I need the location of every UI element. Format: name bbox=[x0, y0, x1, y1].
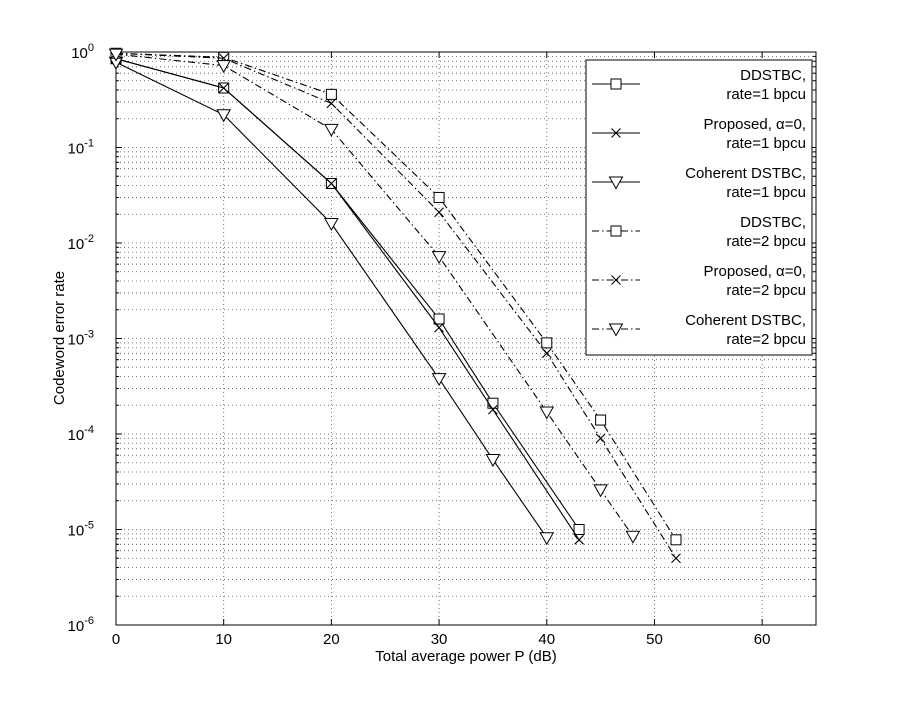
data-point bbox=[108, 48, 124, 62]
data-point bbox=[434, 322, 444, 333]
legend-entry-6: Coherent DSTBC, rate=2 bpcu bbox=[592, 312, 806, 348]
legend-label: rate=1 bpcu bbox=[726, 86, 806, 103]
legend-entry-3: Coherent DSTBC, rate=1 bpcu bbox=[592, 165, 806, 201]
legend-entry-1: DDSTBC, rate=1 bpcu bbox=[592, 67, 806, 103]
y-tick-label: 10-5 bbox=[68, 520, 94, 540]
data-point bbox=[671, 553, 681, 564]
legend-label: DDSTBC, bbox=[740, 67, 806, 84]
data-point bbox=[573, 524, 585, 535]
y-tick-label: 10-4 bbox=[68, 424, 94, 444]
y-tick-exponent: 0 bbox=[88, 42, 94, 54]
y-tick-base: 10 bbox=[68, 618, 85, 635]
x-axis-label: Total average power P (dB) bbox=[375, 648, 557, 665]
y-tick-exponent: -5 bbox=[84, 520, 94, 532]
data-point bbox=[218, 83, 229, 93]
legend-marker bbox=[611, 275, 621, 285]
y-tick-base: 10 bbox=[68, 332, 85, 349]
x-tick-label: 30 bbox=[431, 631, 448, 648]
series-2 bbox=[111, 53, 584, 545]
series-6 bbox=[108, 48, 641, 544]
y-tick-exponent: -1 bbox=[84, 138, 94, 150]
y-tick-base: 10 bbox=[68, 523, 85, 540]
y-tick-exponent: -3 bbox=[84, 329, 94, 341]
series-3 bbox=[108, 56, 555, 546]
legend-marker bbox=[608, 176, 624, 190]
data-point bbox=[539, 406, 555, 420]
legend-label: rate=2 bpcu bbox=[726, 233, 806, 250]
data-point bbox=[325, 88, 337, 100]
y-tick-exponent: -6 bbox=[84, 615, 94, 627]
x-tick-label: 20 bbox=[323, 631, 340, 648]
data-point bbox=[487, 397, 499, 409]
series-line bbox=[115, 61, 548, 539]
data-point bbox=[324, 218, 339, 232]
legend: DDSTBC, rate=1 bpcu Proposed, α=0, rate=1 b… bbox=[585, 59, 813, 356]
data-point bbox=[433, 191, 445, 203]
legend-label: rate=2 bpcu bbox=[726, 331, 806, 348]
y-tick-exponent: -4 bbox=[84, 424, 94, 436]
y-tick-base: 10 bbox=[68, 427, 85, 444]
y-tick-label: 10-1 bbox=[68, 138, 94, 158]
legend-entry-4: DDSTBC, rate=2 bpcu bbox=[592, 214, 806, 250]
y-tick-base: 10 bbox=[68, 236, 85, 253]
data-point bbox=[595, 433, 606, 444]
data-point bbox=[593, 484, 608, 498]
x-tick-label: 0 bbox=[112, 631, 120, 648]
data-point bbox=[324, 123, 339, 137]
data-point bbox=[539, 532, 555, 546]
legend-label: DDSTBC, bbox=[740, 214, 806, 231]
data-point bbox=[595, 414, 607, 426]
y-tick-label: 10-2 bbox=[68, 233, 94, 253]
legend-label: Proposed, α=0, bbox=[704, 263, 807, 280]
y-tick-label: 100 bbox=[71, 42, 94, 62]
x-tick-label: 60 bbox=[754, 631, 771, 648]
grid bbox=[116, 52, 816, 625]
legend-entry-2: Proposed, α=0, rate=1 bpcu bbox=[592, 116, 806, 152]
data-point bbox=[434, 207, 444, 218]
y-tick-base: 10 bbox=[71, 45, 88, 62]
legend-entry-5: Proposed, α=0, rate=2 bpcu bbox=[592, 263, 806, 299]
data-point bbox=[574, 534, 584, 545]
data-point bbox=[541, 337, 553, 349]
legend-marker bbox=[608, 323, 624, 337]
data-point bbox=[433, 313, 445, 325]
x-tick-label: 10 bbox=[215, 631, 232, 648]
y-tick-label: 10-3 bbox=[68, 329, 94, 349]
x-tick-label: 50 bbox=[646, 631, 663, 648]
data-point bbox=[670, 534, 682, 546]
y-tick-exponent: -2 bbox=[84, 233, 94, 245]
data-point bbox=[431, 251, 447, 265]
legend-marker bbox=[610, 78, 622, 90]
legend-box bbox=[585, 59, 813, 356]
legend-marker bbox=[610, 225, 622, 237]
y-tick-label: 10-6 bbox=[68, 615, 94, 635]
series bbox=[108, 47, 682, 564]
y-tick-base: 10 bbox=[68, 141, 85, 158]
x-tick-label: 40 bbox=[538, 631, 555, 648]
data-point bbox=[488, 404, 498, 415]
data-point bbox=[485, 454, 501, 468]
legend-label: rate=1 bpcu bbox=[726, 184, 806, 201]
legend-label: rate=1 bpcu bbox=[726, 135, 806, 152]
legend-label: rate=2 bpcu bbox=[726, 282, 806, 299]
legend-marker bbox=[611, 128, 621, 138]
legend-label: Coherent DSTBC, bbox=[685, 165, 806, 182]
y-axis-label: Codeword error rate bbox=[51, 271, 68, 405]
data-point bbox=[216, 60, 232, 74]
data-point bbox=[541, 348, 552, 359]
data-point bbox=[326, 98, 337, 109]
data-point bbox=[625, 530, 641, 544]
series-line bbox=[115, 58, 580, 541]
data-point bbox=[431, 373, 447, 387]
legend-label: Coherent DSTBC, bbox=[685, 312, 806, 329]
data-point bbox=[216, 109, 232, 123]
data-point bbox=[326, 178, 337, 189]
legend-label: Proposed, α=0, bbox=[704, 116, 807, 133]
